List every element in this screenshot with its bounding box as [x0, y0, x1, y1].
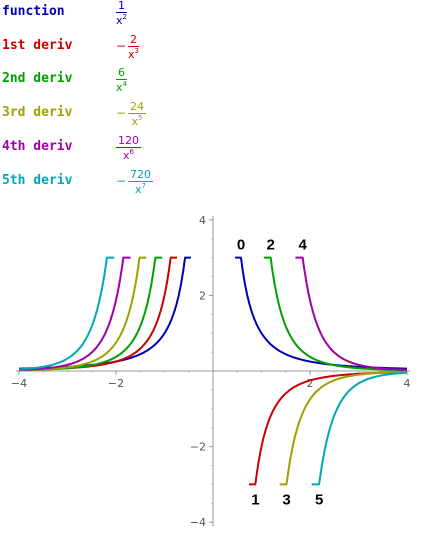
formula-numerator: 120 [118, 134, 139, 147]
formula-numerator: 720 [130, 168, 151, 181]
curve-label: 1 [251, 491, 259, 508]
x-tick-label: −4 [11, 377, 27, 390]
curve-label: 4 [299, 237, 308, 254]
curve-right-3 [279, 370, 407, 486]
derivative-label: 5th deriv [2, 173, 73, 188]
derivative-label: 1st deriv [2, 38, 73, 53]
formula-numerator: 1 [118, 0, 125, 12]
curve-label: 0 [237, 237, 245, 254]
fraction-bar [116, 79, 127, 80]
curve-right-4 [295, 256, 407, 371]
fraction-bar [128, 181, 153, 182]
curve-label: 5 [315, 491, 323, 508]
curve-right-0 [235, 256, 407, 370]
curve-label: 2 [267, 237, 275, 254]
formula-numerator: 6 [118, 66, 125, 79]
derivative-row: 4th deriv 120 x6 [0, 134, 425, 165]
y-tick-label: −4 [190, 516, 206, 529]
fraction-bar [128, 46, 139, 47]
curve-left-4 [19, 256, 131, 371]
x-tick-label: 2 [307, 377, 314, 390]
fraction-bar [116, 12, 127, 13]
curve-label: 3 [282, 491, 290, 508]
formula-numerator: 24 [130, 100, 144, 113]
fraction-bar [128, 113, 146, 114]
fraction-bar [116, 147, 141, 148]
formula-denominator: x6 [123, 148, 134, 162]
y-tick-label: 4 [199, 214, 206, 227]
formula-sign: − [116, 106, 127, 120]
formula-denominator: x3 [128, 47, 139, 61]
formula-sign: − [116, 174, 127, 188]
x-tick-label: −2 [108, 377, 124, 390]
derivative-label: 3rd deriv [2, 105, 73, 120]
formula-denominator: x7 [135, 182, 146, 196]
derivative-row: function 1 x2 [0, 0, 425, 30]
x-tick-label: 4 [404, 377, 411, 390]
derivative-row: 3rd deriv −24 x5 [0, 100, 425, 131]
formula-denominator: x4 [116, 80, 127, 94]
derivative-row: 1st deriv −2 x3 [0, 33, 425, 64]
formula-sign: − [116, 39, 127, 53]
derivative-label: function [2, 4, 65, 19]
derivative-label: 4th deriv [2, 139, 73, 154]
curve-left-5 [19, 256, 115, 371]
formula-numerator: 2 [130, 33, 137, 46]
y-tick-label: 2 [199, 289, 206, 302]
derivative-row: 2nd deriv 6 x4 [0, 66, 425, 97]
curve-right-1 [249, 371, 407, 486]
curve-right-5 [311, 371, 407, 486]
formula-denominator: x2 [116, 13, 127, 27]
y-tick-label: −2 [190, 441, 206, 454]
formula-denominator: x5 [131, 114, 143, 128]
derivative-row: 5th deriv −720 x7 [0, 168, 425, 199]
derivative-label: 2nd deriv [2, 71, 73, 86]
curve-left-3 [19, 256, 147, 372]
